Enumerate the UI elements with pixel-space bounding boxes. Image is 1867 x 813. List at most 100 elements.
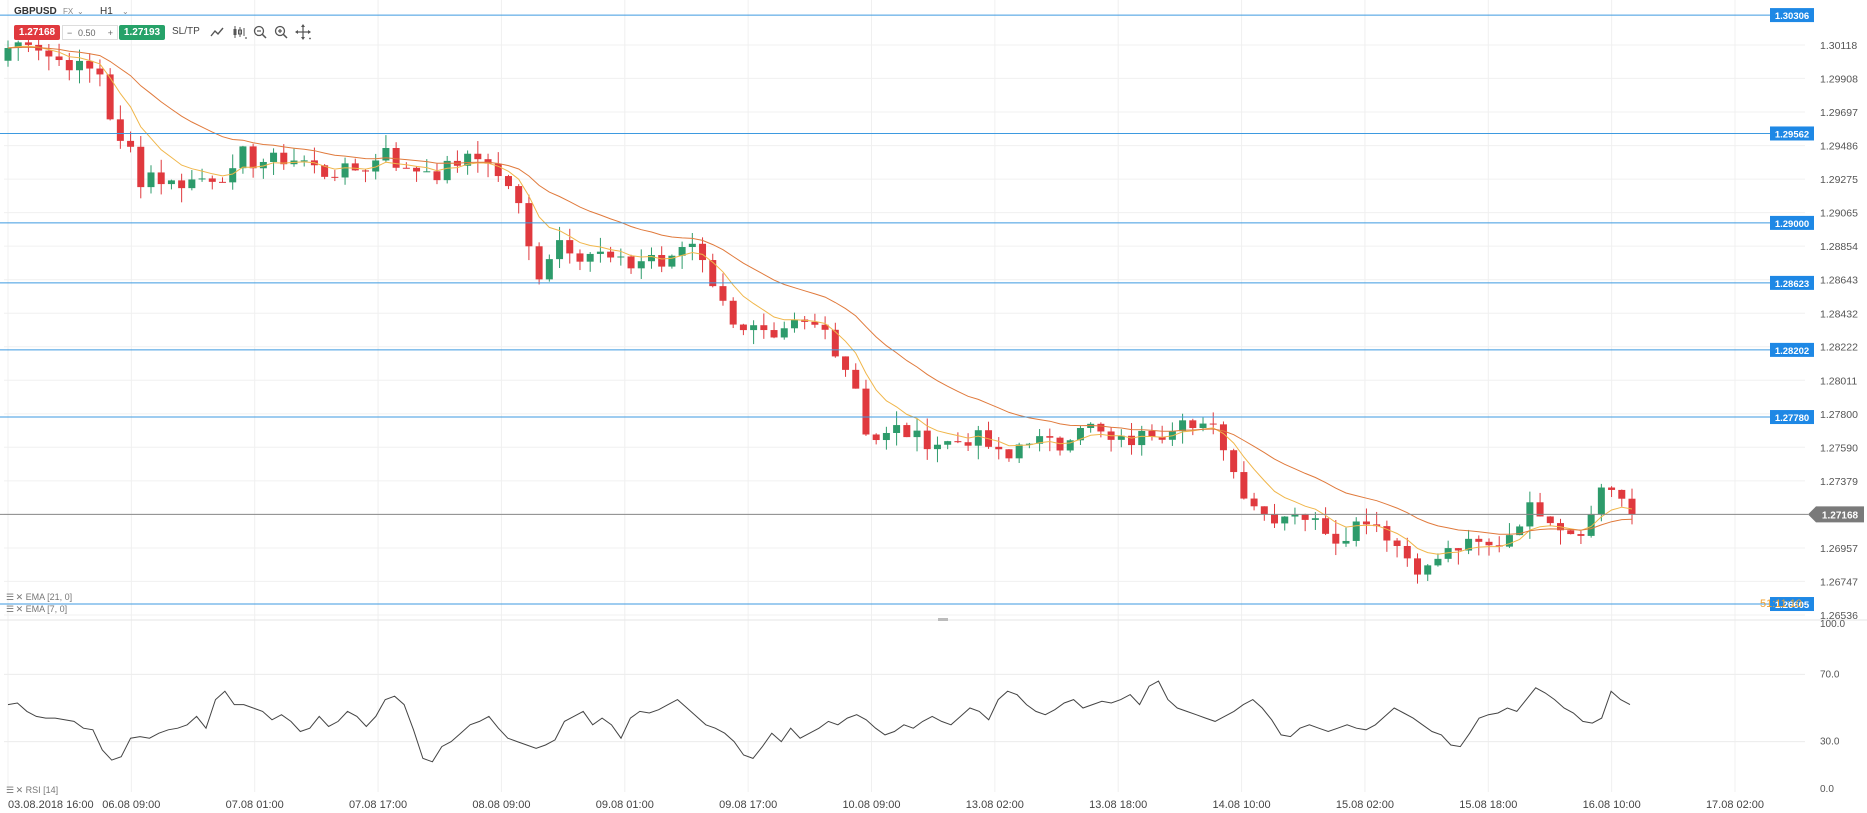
- candle[interactable]: [433, 163, 441, 185]
- candle[interactable]: [1444, 540, 1452, 563]
- candle[interactable]: [770, 322, 778, 339]
- candle[interactable]: [637, 249, 645, 279]
- candle[interactable]: [668, 254, 676, 269]
- candle[interactable]: [780, 321, 788, 340]
- candle[interactable]: [1260, 506, 1268, 521]
- drag-handle-icon[interactable]: ☰: [6, 592, 14, 602]
- ema21-line[interactable]: [7, 46, 1633, 535]
- crosshair-icon[interactable]: [295, 24, 311, 40]
- candle[interactable]: [116, 105, 124, 149]
- candle[interactable]: [1465, 529, 1473, 555]
- drag-handle-icon[interactable]: ☰: [6, 785, 14, 795]
- candle[interactable]: [974, 425, 982, 460]
- candle[interactable]: [208, 175, 216, 190]
- candle[interactable]: [1434, 553, 1442, 567]
- candle[interactable]: [178, 173, 186, 203]
- candle[interactable]: [1168, 422, 1176, 446]
- candle[interactable]: [1597, 483, 1605, 522]
- candle[interactable]: [229, 154, 237, 190]
- candle[interactable]: [903, 422, 911, 438]
- candle[interactable]: [1158, 425, 1166, 444]
- candle[interactable]: [1362, 508, 1370, 535]
- candle[interactable]: [964, 433, 972, 452]
- candle[interactable]: [167, 179, 175, 190]
- zoom-out-icon[interactable]: [252, 24, 268, 40]
- candle[interactable]: [566, 228, 574, 264]
- candle[interactable]: [1557, 518, 1565, 545]
- candle[interactable]: [1311, 512, 1319, 530]
- candle[interactable]: [1117, 429, 1125, 448]
- level-tag[interactable]: [1770, 275, 1814, 290]
- candle[interactable]: [1056, 436, 1064, 456]
- candle[interactable]: [923, 418, 931, 460]
- candle[interactable]: [709, 253, 717, 288]
- decrease-lot-button[interactable]: −: [67, 28, 73, 38]
- candle[interactable]: [893, 411, 901, 446]
- candle[interactable]: [1383, 520, 1391, 552]
- candle[interactable]: [1005, 449, 1013, 462]
- candle[interactable]: [1281, 516, 1289, 531]
- candle[interactable]: [750, 320, 758, 345]
- candle[interactable]: [831, 322, 839, 358]
- candle[interactable]: [719, 273, 727, 306]
- sltp-button[interactable]: SL/TP: [172, 26, 200, 37]
- increase-lot-button[interactable]: +: [107, 28, 113, 38]
- candle[interactable]: [1618, 489, 1626, 507]
- candle[interactable]: [944, 440, 952, 450]
- line-chart-icon[interactable]: [209, 24, 225, 40]
- candle[interactable]: [65, 52, 73, 81]
- candle[interactable]: [157, 159, 165, 195]
- candle[interactable]: [535, 242, 543, 285]
- candle[interactable]: [1403, 537, 1411, 567]
- candle[interactable]: [494, 152, 502, 182]
- level-tag[interactable]: [1770, 8, 1814, 23]
- candle[interactable]: [1189, 418, 1197, 436]
- candle[interactable]: [790, 312, 798, 333]
- candle[interactable]: [1546, 516, 1554, 526]
- candle[interactable]: [1219, 421, 1227, 461]
- candle[interactable]: [1066, 439, 1074, 453]
- candle[interactable]: [1271, 503, 1279, 528]
- candle[interactable]: [504, 174, 512, 190]
- candle[interactable]: [1342, 527, 1350, 547]
- candle[interactable]: [1076, 425, 1084, 445]
- ema7-line[interactable]: [7, 45, 1633, 555]
- candle[interactable]: [1250, 492, 1258, 511]
- timeframe-selector[interactable]: H1: [100, 6, 113, 17]
- candle[interactable]: [1352, 517, 1360, 547]
- candle[interactable]: [1025, 442, 1033, 449]
- candle[interactable]: [1495, 536, 1503, 553]
- candle[interactable]: [1414, 553, 1422, 584]
- lot-size-stepper[interactable]: − 0.50 +: [62, 25, 118, 40]
- level-tag[interactable]: [1770, 126, 1814, 141]
- candle[interactable]: [249, 143, 257, 178]
- candle[interactable]: [280, 144, 288, 170]
- rsi-legend[interactable]: ☰ ✕ RSI [14]: [6, 785, 59, 795]
- ema7-legend[interactable]: ☰ ✕ EMA [7, 0]: [6, 604, 68, 614]
- candle[interactable]: [270, 148, 278, 175]
- candle[interactable]: [545, 254, 553, 282]
- candle[interactable]: [1128, 423, 1136, 455]
- ema21-legend[interactable]: ☰ ✕ EMA [21, 0]: [6, 592, 73, 602]
- candle[interactable]: [137, 136, 145, 199]
- chevron-down-icon[interactable]: ⌄: [77, 7, 84, 16]
- candle[interactable]: [361, 169, 369, 183]
- candle[interactable]: [556, 226, 564, 268]
- level-tag[interactable]: [1770, 215, 1814, 230]
- candle[interactable]: [1138, 425, 1146, 456]
- candle[interactable]: [1577, 530, 1585, 544]
- candle[interactable]: [55, 43, 63, 66]
- candle[interactable]: [985, 421, 993, 449]
- candle[interactable]: [1291, 507, 1299, 525]
- candle[interactable]: [1046, 428, 1054, 452]
- candle[interactable]: [586, 252, 594, 272]
- candle[interactable]: [882, 426, 890, 450]
- candle[interactable]: [842, 356, 850, 377]
- lot-size-value[interactable]: 0.50: [78, 28, 96, 38]
- candle[interactable]: [188, 170, 196, 191]
- candle[interactable]: [392, 142, 400, 171]
- zoom-in-icon[interactable]: [273, 24, 289, 40]
- candle[interactable]: [739, 323, 747, 336]
- candle[interactable]: [4, 40, 12, 67]
- candle[interactable]: [86, 53, 94, 83]
